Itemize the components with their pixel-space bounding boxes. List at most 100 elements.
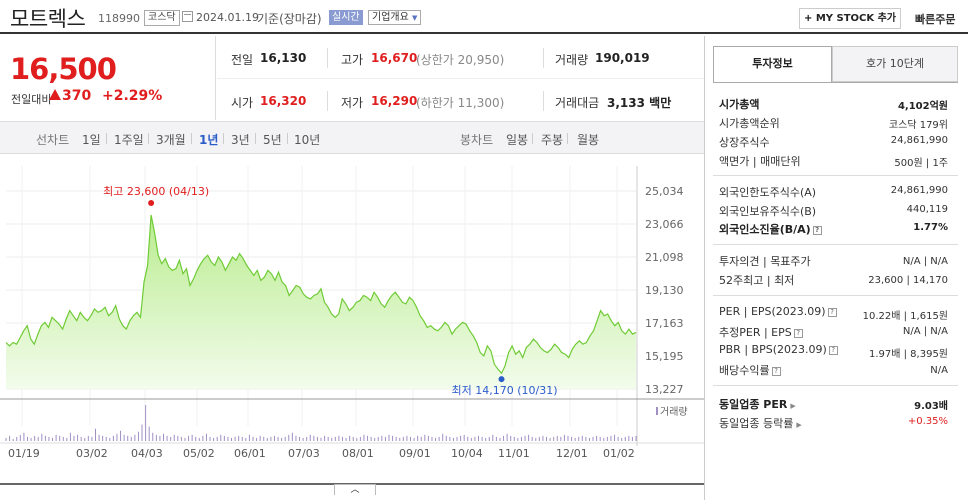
divider bbox=[532, 133, 533, 144]
collapse-chart-button[interactable]: ︿ bbox=[334, 484, 376, 495]
chevron-up-icon: ︿ bbox=[350, 485, 360, 495]
market-badge: 코스닥 bbox=[144, 10, 180, 26]
amount-value: 3,133 백만 bbox=[607, 94, 671, 111]
divider bbox=[713, 385, 958, 386]
tab-1w[interactable]: 1주일 bbox=[114, 133, 144, 147]
line-chart-label: 선차트 bbox=[36, 133, 70, 147]
help-icon[interactable]: ? bbox=[793, 328, 803, 338]
face-value: 500원 bbox=[894, 158, 923, 169]
market-cap-value: 4,102억원 bbox=[897, 101, 948, 112]
est-eps-value: N/A bbox=[930, 326, 948, 337]
tab-monthly[interactable]: 월봉 bbox=[577, 133, 600, 147]
help-icon[interactable]: ? bbox=[828, 345, 838, 355]
sector-per-label[interactable]: 동일업종 PER ▶ bbox=[719, 396, 796, 412]
x-tick-label: 09/01 bbox=[399, 447, 431, 460]
pbr-bps-label: PBR | BPS(2023.09)? bbox=[719, 343, 838, 356]
chevron-right-icon: ▶ bbox=[796, 421, 802, 429]
company-overview-button[interactable]: 기업개요 ▼ bbox=[368, 10, 422, 25]
pbr-bps-value: 1.97배 | 8,395원 bbox=[868, 349, 948, 360]
upper-limit: (상한가 20,950) bbox=[416, 53, 505, 67]
price-change: 370 bbox=[49, 88, 91, 104]
y-tick-label: 23,066 bbox=[645, 218, 684, 231]
amount-unit: 백만 bbox=[649, 96, 672, 110]
foreign-limit-label: 외국인한도주식수(A) bbox=[719, 186, 817, 199]
price-summary bbox=[0, 36, 216, 120]
prev-close-value: 16,130 bbox=[260, 51, 307, 65]
plus-icon: + bbox=[803, 13, 813, 24]
y-tick-label: 25,034 bbox=[645, 185, 684, 198]
foreign-rate-label: 외국인소진율(B/A)? bbox=[719, 221, 822, 237]
est-eps-label: EPS bbox=[771, 326, 792, 339]
amount-number: 3,133 bbox=[607, 96, 645, 110]
volume-label: 거래량 bbox=[555, 53, 589, 67]
lower-limit: (하한가 11,300) bbox=[416, 96, 505, 110]
tab-3m[interactable]: 3개월 bbox=[156, 133, 186, 147]
price-chart[interactable]: 25,034 23,066 21,098 19,130 17,163 15,195 13,2… bbox=[0, 156, 704, 482]
divider bbox=[713, 244, 958, 245]
shares-label: 상장주식수 bbox=[719, 136, 770, 149]
eps-value: 1,615원 bbox=[910, 311, 948, 322]
price-change-pct: +2.29% bbox=[102, 88, 163, 104]
low-value: 16,290 bbox=[371, 94, 418, 108]
x-tick-label: 04/03 bbox=[131, 447, 163, 460]
divider bbox=[148, 133, 149, 144]
realtime-button[interactable]: 실시간 bbox=[329, 10, 363, 25]
divider bbox=[713, 175, 958, 176]
x-tick-label: 03/02 bbox=[76, 447, 108, 460]
face-trade-value: 500원 | 1주 bbox=[894, 158, 948, 169]
quote-basis: 기준(장마감) bbox=[257, 12, 322, 26]
help-icon[interactable]: ? bbox=[771, 366, 781, 376]
pbr-value: 1.97배 bbox=[868, 349, 901, 360]
x-tick-label: 08/01 bbox=[342, 447, 374, 460]
help-icon[interactable]: ? bbox=[827, 307, 837, 317]
x-tick-label: 05/02 bbox=[183, 447, 215, 460]
divider bbox=[543, 48, 544, 68]
x-tick-label: 01/19 bbox=[8, 447, 40, 460]
tab-10y[interactable]: 10년 bbox=[294, 133, 321, 147]
sector-change-text: 동일업종 등락률 bbox=[719, 417, 794, 430]
divider bbox=[713, 82, 958, 83]
sector-change-value: +0.35% bbox=[907, 416, 948, 427]
y-tick-label: 15,195 bbox=[645, 350, 684, 363]
est-per-value: N/A bbox=[902, 326, 921, 337]
tab-investment-info[interactable]: 투자정보 bbox=[713, 46, 832, 82]
help-icon[interactable]: ? bbox=[812, 225, 822, 235]
opinion-target-value: N/A | N/A bbox=[902, 256, 948, 267]
investment-info-panel bbox=[704, 36, 968, 500]
y-tick-label: 21,098 bbox=[645, 251, 684, 264]
foreign-hold-value: 440,119 bbox=[906, 204, 948, 215]
tab-weekly[interactable]: 주봉 bbox=[541, 133, 564, 147]
divider bbox=[217, 78, 704, 79]
quote-date: 2024.01.19 bbox=[196, 11, 259, 24]
divider bbox=[327, 48, 328, 68]
divider bbox=[543, 91, 544, 111]
est-per-label: 추정PER bbox=[719, 326, 761, 339]
bps-label: BPS(2023.09) bbox=[751, 343, 827, 356]
tab-daily[interactable]: 일봉 bbox=[506, 133, 529, 147]
per-eps-value: 10.22배 | 1,615원 bbox=[862, 311, 948, 322]
price-change-value: 370 bbox=[62, 88, 92, 104]
52w-high-value: 23,600 bbox=[868, 275, 904, 286]
volume-legend-icon bbox=[656, 407, 658, 415]
high-label: 고가 bbox=[341, 53, 364, 67]
stock-name: 모트렉스 bbox=[10, 7, 86, 31]
sector-change-label[interactable]: 동일업종 등락률 ▶ bbox=[719, 415, 802, 431]
est-per-eps-label: 추정PER | EPS? bbox=[719, 324, 803, 340]
y-tick-label: 17,163 bbox=[645, 317, 684, 330]
tab-orderbook[interactable]: 호가 10단계 bbox=[832, 46, 958, 82]
foreign-rate-value: 1.77% bbox=[913, 222, 948, 233]
x-tick-label: 01/02 bbox=[603, 447, 635, 460]
52w-low-value: 14,170 bbox=[913, 275, 948, 286]
min-label: 최저 14,170 (10/31) bbox=[452, 384, 558, 397]
chevron-right-icon: ▶ bbox=[790, 402, 796, 410]
tab-1y[interactable]: 1년 bbox=[199, 133, 219, 147]
divider bbox=[287, 133, 288, 144]
quick-order-button[interactable]: 빠른주문 bbox=[915, 13, 956, 26]
add-mystock-button[interactable]: + MY STOCK 추가 bbox=[799, 8, 901, 29]
amount-label: 거래대금 bbox=[555, 96, 600, 110]
tab-3y[interactable]: 3년 bbox=[231, 133, 250, 147]
52w-high-label: 52주최고 bbox=[719, 274, 764, 287]
tab-1d[interactable]: 1일 bbox=[82, 133, 101, 147]
opinion-value: N/A bbox=[902, 256, 921, 267]
tab-5y[interactable]: 5년 bbox=[263, 133, 282, 147]
